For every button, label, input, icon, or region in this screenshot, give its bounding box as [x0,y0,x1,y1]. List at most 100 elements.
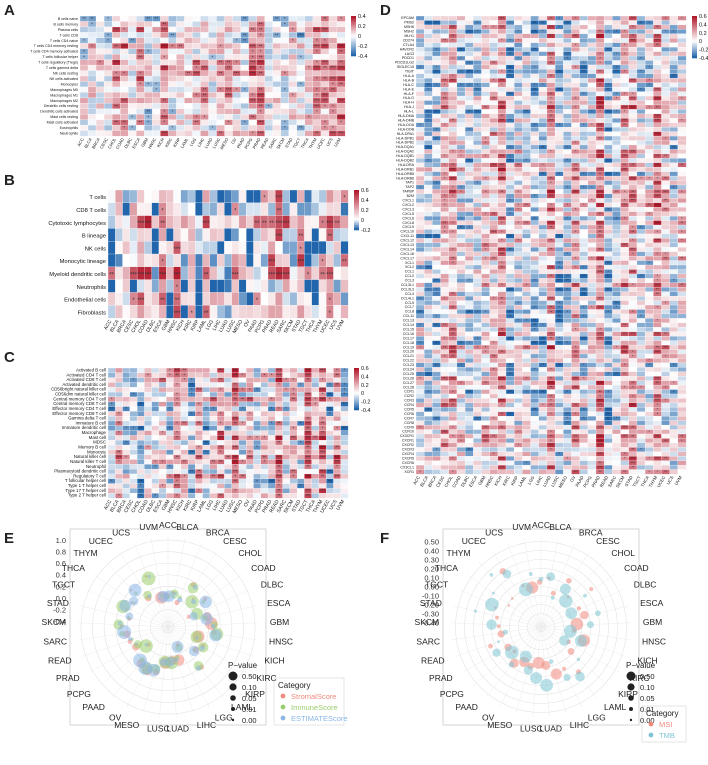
heat-cell [587,73,597,79]
heat-cell [473,73,482,79]
heat-cell [464,131,474,137]
heat-cell [272,59,282,66]
heat-cell [216,119,226,126]
colorbar-segment [354,216,359,219]
heat-cell [636,131,646,137]
heat-cell [505,184,515,190]
heat-cell [129,406,138,412]
significance-mark: *** [291,435,296,440]
heat-cell [522,171,531,177]
heat-cell [464,229,474,235]
heat-cell [636,153,646,159]
heat-cell [587,87,597,93]
significance-mark: *** [314,27,320,32]
heat-cell [563,91,572,97]
heat-cell [415,109,425,115]
heat-cell [620,175,630,181]
heat-cell [473,238,482,244]
heat-cell [136,449,145,456]
heat-cell [432,255,441,262]
heat-cell [282,305,291,319]
significance-mark: ** [219,131,223,136]
heat-cell [107,372,116,379]
significance-mark: *** [549,25,554,29]
heat-cell [661,260,671,266]
heat-cell [489,15,499,21]
heat-cell [333,391,342,398]
heat-cell [432,198,441,204]
heat-cell [587,189,597,195]
heat-cell [440,20,450,26]
heat-cell [296,64,306,71]
row-label: Macrophages M0 [50,88,78,92]
heat-cell [336,21,346,28]
heat-cell [87,124,97,131]
heat-cell [224,32,234,39]
heat-cell [530,167,540,173]
heat-cell [333,241,342,255]
heat-cell [128,48,137,55]
heat-cell [554,198,564,204]
heat-cell [497,55,507,61]
heat-cell [636,144,646,150]
heat-cell [554,60,564,66]
heat-cell [628,122,638,128]
heat-cell [103,130,113,137]
significance-mark: *** [162,65,168,70]
significance-mark: *** [138,27,144,32]
heat-cell [669,260,679,266]
heat-cell [669,251,679,257]
significance-mark: *** [233,368,238,373]
significance-mark: * [147,82,149,87]
heat-cell [95,124,105,131]
heat-cell [636,29,646,35]
heat-cell [168,81,177,88]
heat-cell [514,255,523,262]
significance-mark: *** [655,203,660,207]
heat-cell [587,42,597,48]
significance-mark: ** [175,435,179,440]
heat-cell [107,202,116,217]
heat-cell [152,26,161,33]
significance-mark: ** [664,199,667,203]
heat-cell [95,108,105,115]
significance-mark: *** [283,272,291,278]
heat-cell [579,189,589,195]
row-label: NK cells activated [49,77,78,81]
significance-mark: ** [298,234,303,240]
colorbar-segment [354,380,359,383]
heat-cell [522,113,531,119]
heat-cell [604,69,613,75]
heat-cell [644,238,654,244]
heat-cell [440,51,450,57]
heat-cell [136,97,145,104]
heat-cell [653,255,662,262]
colorbar-segment [354,378,359,381]
colorbar-segment [354,200,359,202]
heat-cell [473,100,482,106]
heat-cell [440,211,450,217]
heat-cell [530,113,540,119]
significance-mark: ** [251,27,255,32]
heat-cell [253,367,262,374]
heat-cell [464,255,474,262]
significance-mark: * [268,103,270,108]
heat-cell [546,255,556,262]
heat-cell [587,64,597,70]
heat-cell [253,391,262,398]
heat-cell [128,26,137,33]
heat-cell [464,242,474,248]
significance-mark: ** [203,87,207,92]
colorbar-segment [354,373,359,376]
heat-cell [200,119,209,126]
heat-cell [180,430,189,436]
heat-cell [336,26,346,33]
heat-cell [240,92,250,99]
heat-cell [209,279,218,293]
heat-cell [424,33,433,39]
heat-cell [481,91,491,97]
heat-cell [554,95,564,101]
column-label: KIRC [182,319,193,333]
significance-mark: * [252,49,254,54]
heat-cell [209,415,218,422]
